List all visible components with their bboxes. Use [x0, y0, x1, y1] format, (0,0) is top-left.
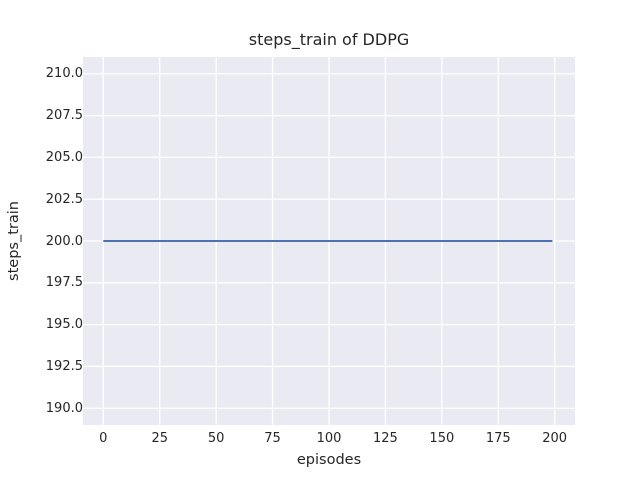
x-tick-label: 200: [542, 431, 568, 446]
x-tick-label: 75: [264, 431, 281, 446]
y-tick-label: 197.5: [45, 275, 83, 291]
y-tick-label: 207.5: [45, 108, 83, 124]
x-tick-label: 175: [485, 431, 511, 446]
x-tick-label: 100: [316, 431, 342, 446]
y-tick-label: 195.0: [45, 317, 83, 333]
x-tick-label: 50: [207, 431, 225, 446]
x-tick-label: 0: [99, 431, 108, 446]
y-tick-label: 200.0: [45, 233, 83, 249]
y-tick-label: 192.5: [45, 358, 83, 374]
x-tick-label: 150: [429, 431, 455, 446]
x-axis-label: episodes: [296, 452, 362, 468]
y-tick-label: 210.0: [45, 66, 83, 82]
x-tick-label: 125: [373, 431, 398, 446]
y-tick-label: 205.0: [45, 149, 83, 165]
chart-title: steps_train of DDPG: [248, 30, 410, 49]
y-tick-label: 190.0: [45, 400, 83, 416]
y-tick-label: 202.5: [45, 191, 83, 207]
x-tick-label: 25: [151, 431, 168, 446]
